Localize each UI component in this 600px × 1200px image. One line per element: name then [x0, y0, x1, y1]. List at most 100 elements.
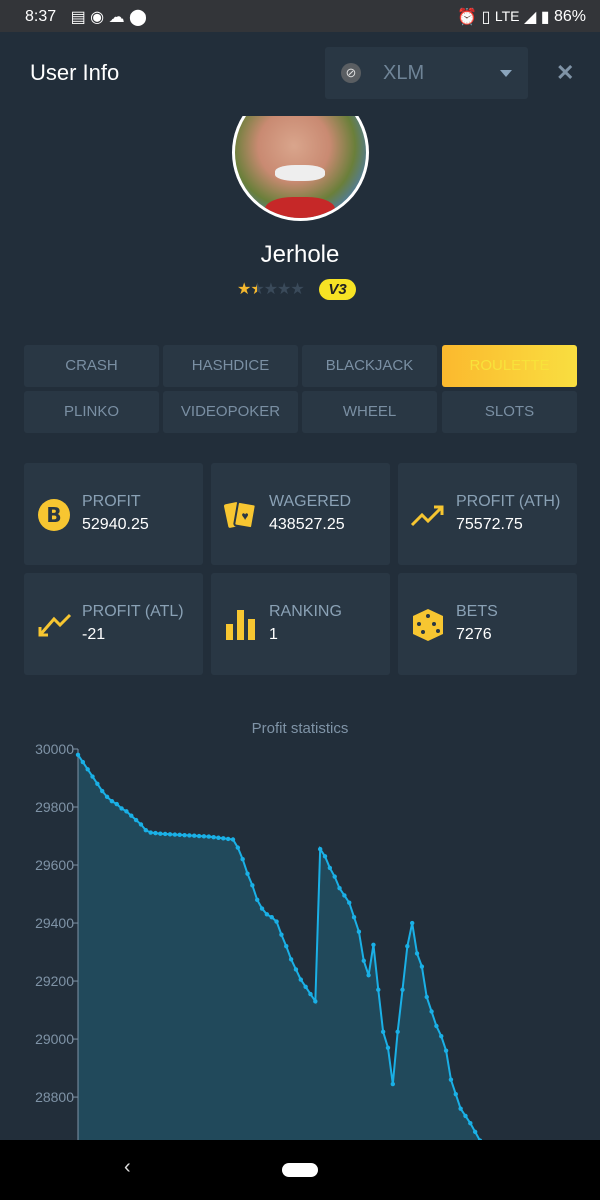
- tab-crash[interactable]: CRASH: [24, 345, 159, 387]
- back-icon[interactable]: ‹: [124, 1156, 131, 1178]
- vibrate-icon: ▯: [481, 9, 491, 26]
- data-point: [167, 832, 173, 837]
- data-point: [129, 813, 134, 818]
- tab-plinko[interactable]: PLINKO: [24, 391, 159, 433]
- bitcoin-icon: B: [38, 499, 70, 531]
- data-point: [390, 1081, 396, 1087]
- data-point: [400, 987, 405, 992]
- data-point: [274, 919, 279, 924]
- bar-chart-icon: [226, 610, 255, 640]
- stat-label: RANKING: [269, 603, 342, 620]
- data-point: [104, 794, 110, 800]
- data-point: [133, 817, 139, 823]
- data-point: [201, 834, 207, 839]
- star-icon: ★: [237, 281, 251, 298]
- page-title: User Info: [30, 60, 120, 85]
- y-tick-label: 29800: [35, 799, 74, 815]
- data-point: [351, 915, 357, 920]
- data-point: [313, 999, 318, 1004]
- stat-card-profit-ath: PROFIT (ATH) 75572.75: [398, 463, 577, 565]
- data-point: [414, 951, 420, 956]
- data-point: [376, 987, 381, 992]
- data-point: [162, 831, 168, 837]
- data-point: [322, 854, 328, 859]
- alarm-icon: ⏰: [457, 9, 478, 26]
- tab-roulette[interactable]: ROULETTE: [442, 345, 577, 387]
- battery-level: 86%: [553, 8, 586, 26]
- vip-badge: V3: [319, 279, 356, 300]
- username: Jerhole: [260, 241, 340, 268]
- data-point: [409, 920, 415, 926]
- trend-down-icon: [38, 613, 72, 637]
- data-point: [211, 834, 216, 840]
- stat-value: 1: [269, 626, 278, 643]
- stat-card-bets: BETS 7276: [398, 573, 577, 675]
- data-point: [395, 1029, 400, 1035]
- tab-slots[interactable]: SLOTS: [442, 391, 577, 433]
- data-point: [100, 788, 105, 794]
- data-point: [472, 1129, 478, 1135]
- star-icon: ★: [263, 281, 278, 298]
- news-icon: ▤: [70, 9, 86, 26]
- tab-hashdice[interactable]: HASHDICE: [163, 345, 298, 387]
- data-point: [138, 822, 144, 827]
- data-point: [124, 809, 129, 814]
- data-point: [114, 801, 119, 807]
- tab-blackjack[interactable]: BLACKJACK: [302, 345, 437, 387]
- data-point: [182, 832, 187, 838]
- home-button[interactable]: [282, 1163, 318, 1177]
- data-point: [385, 1045, 391, 1050]
- chart-title: Profit statistics: [252, 720, 349, 737]
- signal-icon: ◢: [523, 9, 537, 26]
- data-point: [187, 833, 192, 838]
- data-point: [458, 1106, 463, 1111]
- stat-card-profit-atl: PROFIT (ATL) -21: [24, 573, 203, 675]
- data-point: [443, 1048, 449, 1053]
- data-point: [177, 832, 182, 838]
- data-point: [366, 973, 371, 978]
- data-point: [453, 1091, 458, 1097]
- star-icon: ★: [290, 281, 304, 298]
- close-icon[interactable]: ✕: [556, 60, 575, 85]
- data-point: [308, 991, 313, 997]
- caret-down-icon: [500, 70, 512, 77]
- stat-label: PROFIT (ATH): [456, 493, 561, 510]
- currency-selected: XLM: [383, 62, 425, 84]
- data-point: [95, 781, 100, 787]
- svg-text:B: B: [46, 503, 61, 527]
- y-tick-label: 29400: [35, 915, 74, 931]
- stat-label: PROFIT (ATL): [82, 603, 184, 620]
- stat-value: 438527.25: [269, 516, 345, 533]
- stat-value: 52940.25: [82, 516, 149, 533]
- data-point: [439, 1033, 444, 1039]
- data-point: [284, 944, 289, 949]
- data-point: [463, 1113, 468, 1119]
- stat-label: PROFIT: [82, 493, 141, 510]
- data-point: [303, 984, 308, 990]
- stat-card-ranking: RANKING 1: [211, 573, 390, 675]
- tab-videopoker[interactable]: VIDEOPOKER: [163, 391, 298, 433]
- data-point: [235, 845, 241, 850]
- data-point: [477, 1138, 483, 1140]
- stat-label: WAGERED: [269, 493, 352, 510]
- stat-value: 7276: [456, 626, 492, 643]
- data-point: [356, 929, 362, 934]
- stat-value: -21: [82, 626, 106, 643]
- data-point: [269, 915, 274, 920]
- status-time: 8:37: [25, 8, 57, 26]
- stat-label: BETS: [456, 603, 498, 620]
- data-point: [424, 994, 429, 1000]
- status-bar: 8:37 ▤ ◉ ☁ ⬤ ⏰ ▯ LTE ◢ ▮ 86%: [0, 0, 600, 32]
- data-point: [361, 958, 366, 963]
- y-tick-label: 29600: [35, 857, 74, 873]
- data-point: [419, 964, 425, 969]
- data-point: [264, 912, 270, 917]
- currency-dropdown[interactable]: ⊘ XLM: [325, 47, 528, 99]
- tab-wheel[interactable]: WHEEL: [302, 391, 437, 433]
- data-point: [250, 883, 255, 888]
- cloud-icon: ☁: [108, 9, 125, 26]
- svg-text:♥: ♥: [241, 509, 248, 523]
- data-point: [240, 857, 245, 862]
- data-point: [342, 893, 347, 898]
- star-half-icon: ★: [250, 281, 264, 298]
